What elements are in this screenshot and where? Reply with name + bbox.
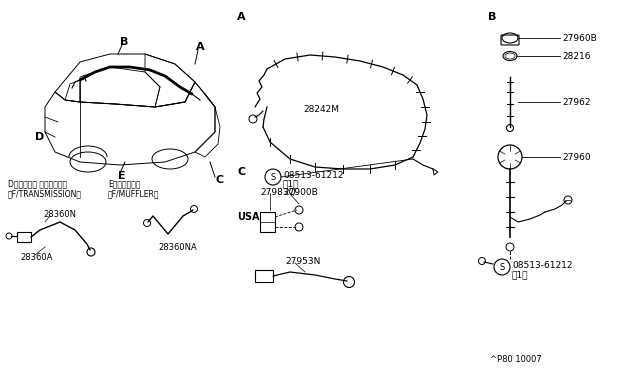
Text: D: D (35, 132, 44, 142)
Text: E: E (118, 171, 125, 181)
Text: 28242M: 28242M (303, 105, 339, 113)
Text: 08513-61212: 08513-61212 (283, 170, 344, 180)
Text: D（トランス ミッション）: D（トランス ミッション） (8, 180, 67, 189)
Text: 28360A: 28360A (20, 253, 52, 262)
Text: 27960: 27960 (562, 153, 591, 161)
FancyBboxPatch shape (501, 35, 519, 45)
Text: C: C (215, 175, 223, 185)
Text: 27983Q: 27983Q (260, 187, 296, 196)
Text: C: C (237, 167, 245, 177)
Text: B: B (120, 37, 129, 47)
Text: （1）: （1） (283, 180, 300, 189)
Text: 27900B: 27900B (283, 187, 317, 196)
Text: 27953N: 27953N (285, 257, 321, 266)
Text: 28216: 28216 (562, 51, 591, 61)
FancyBboxPatch shape (17, 232, 31, 242)
Text: 08513-61212: 08513-61212 (512, 260, 573, 269)
Text: S: S (270, 173, 276, 182)
Text: 28360N: 28360N (43, 209, 76, 218)
Text: 27960B: 27960B (562, 33, 596, 42)
Text: A: A (237, 12, 246, 22)
Text: ^P80 10007: ^P80 10007 (490, 356, 541, 365)
Text: ＼F/MUFFLER＾: ＼F/MUFFLER＾ (108, 189, 159, 199)
Text: E（マフラー）: E（マフラー） (108, 180, 141, 189)
Text: 28360NA: 28360NA (158, 243, 196, 251)
Text: A: A (196, 42, 205, 52)
Text: B: B (488, 12, 497, 22)
FancyBboxPatch shape (255, 270, 273, 282)
Text: USA: USA (237, 212, 259, 222)
Text: 27962: 27962 (562, 97, 591, 106)
Text: S: S (499, 263, 504, 272)
Text: ＼F/TRANSMISSION＾: ＼F/TRANSMISSION＾ (8, 189, 82, 199)
Text: （1）: （1） (512, 270, 529, 279)
FancyBboxPatch shape (260, 212, 275, 232)
